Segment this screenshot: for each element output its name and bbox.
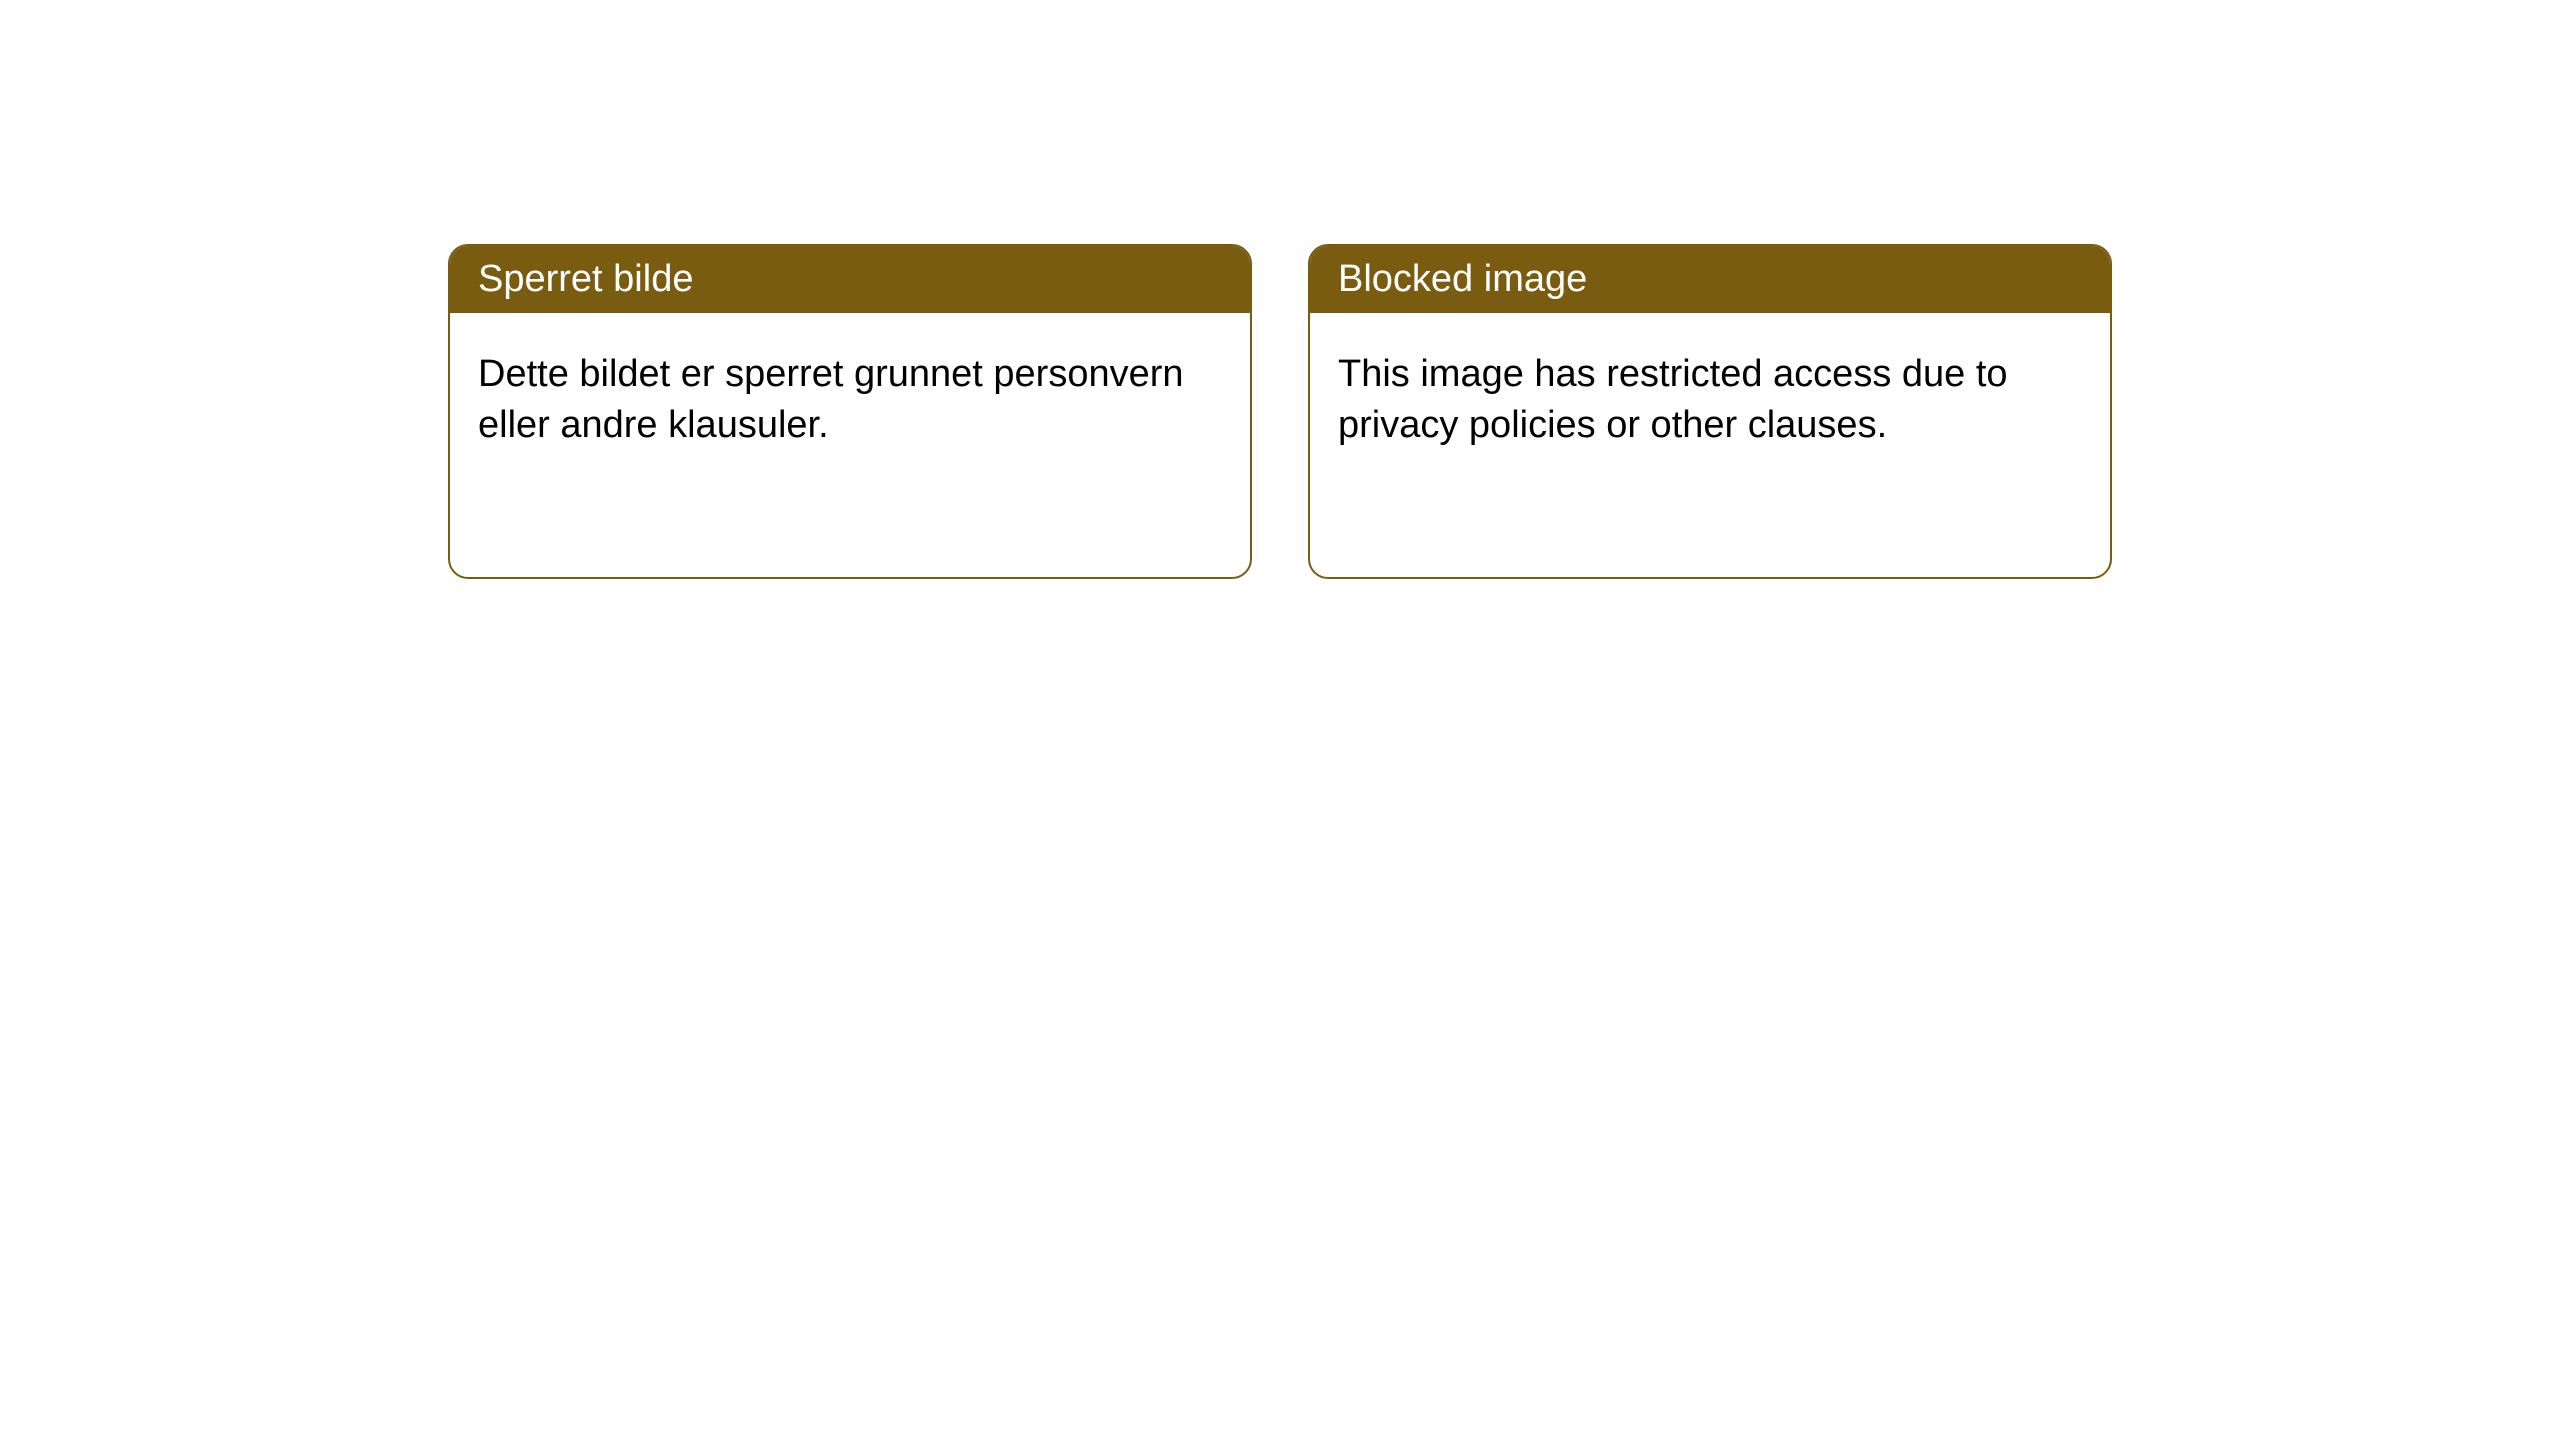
- card-body: Dette bildet er sperret grunnet personve…: [450, 313, 1250, 488]
- notice-container: Sperret bilde Dette bildet er sperret gr…: [0, 0, 2560, 579]
- card-body-text: This image has restricted access due to …: [1338, 353, 2008, 446]
- card-header: Blocked image: [1310, 246, 2110, 313]
- blocked-image-card-en: Blocked image This image has restricted …: [1308, 244, 2112, 579]
- card-header-text: Blocked image: [1338, 258, 1587, 300]
- card-header: Sperret bilde: [450, 246, 1250, 313]
- card-body: This image has restricted access due to …: [1310, 313, 2110, 488]
- card-header-text: Sperret bilde: [478, 258, 693, 300]
- card-body-text: Dette bildet er sperret grunnet personve…: [478, 353, 1184, 446]
- blocked-image-card-no: Sperret bilde Dette bildet er sperret gr…: [448, 244, 1252, 579]
